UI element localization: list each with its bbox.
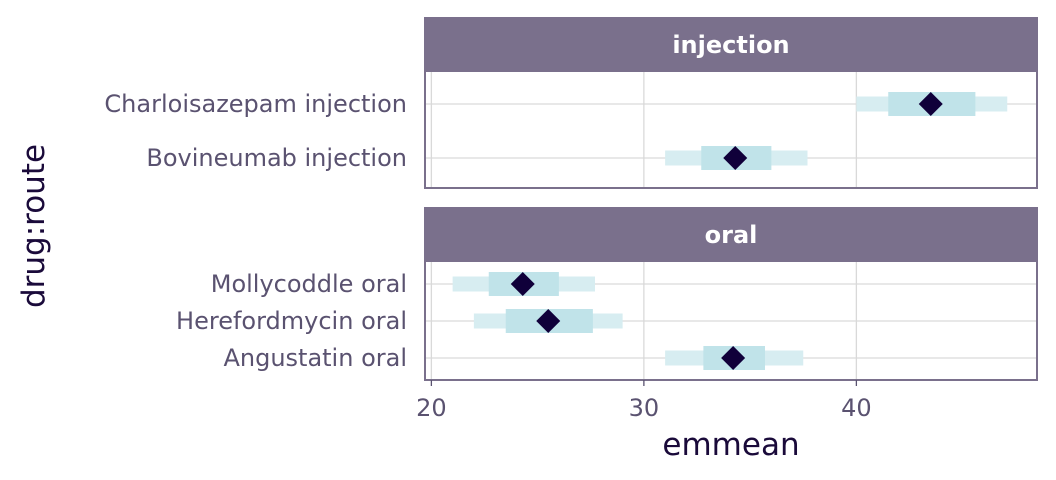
estimate-point: [918, 92, 943, 116]
category-label: Charloisazepam injection: [104, 90, 407, 118]
x-axis-title: emmean: [662, 427, 799, 463]
category-label: Herefordmycin oral: [176, 307, 407, 335]
panel-border: [424, 17, 1038, 189]
facet-strip: [425, 208, 1037, 262]
category-label: Angustatin oral: [223, 344, 407, 372]
point-layer: [510, 92, 943, 370]
estimate-point: [721, 346, 746, 370]
x-tick-label: 30: [629, 394, 660, 422]
facet-strip-label: injection: [672, 31, 789, 59]
estimate-point: [510, 272, 535, 296]
x-tick-label: 20: [416, 394, 447, 422]
estimate-point: [723, 146, 748, 170]
y-axis-title: drug:route: [16, 144, 52, 308]
frame-layer: injection oral: [424, 17, 1038, 386]
facet-strip-label: oral: [705, 221, 758, 249]
label-layer: Charloisazepam injection Bovineumab injec…: [104, 90, 871, 422]
panel-border: [424, 207, 1038, 381]
category-label: Bovineumab injection: [146, 144, 407, 172]
x-tick-label: 40: [841, 394, 872, 422]
facet-strip: [425, 18, 1037, 72]
estimate-point: [536, 309, 561, 333]
category-label: Mollycoddle oral: [211, 270, 407, 298]
